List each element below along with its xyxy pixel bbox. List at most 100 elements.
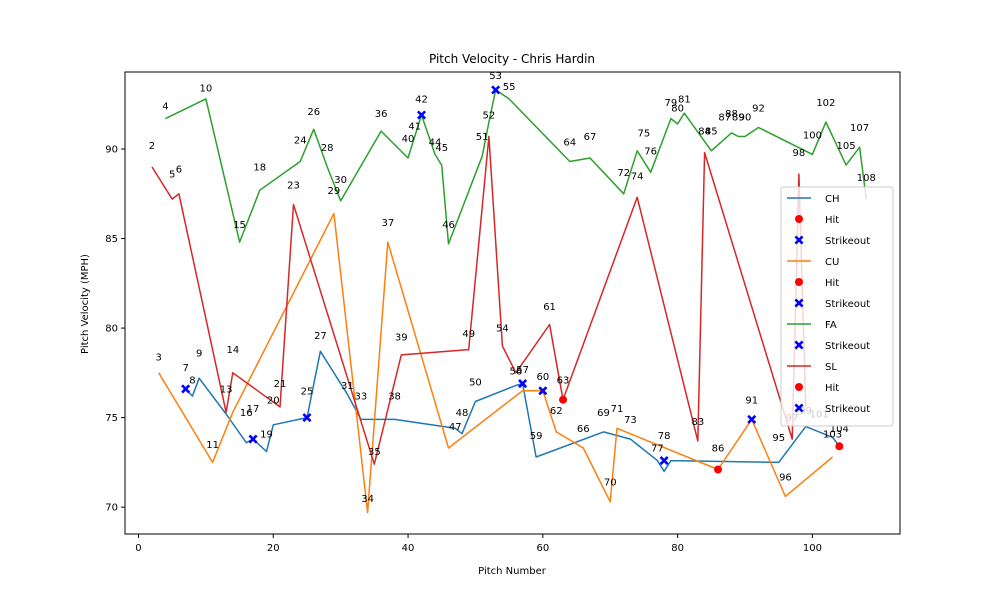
pitch-number-label: 11 bbox=[206, 440, 219, 451]
pitch-number-label: 13 bbox=[220, 385, 233, 396]
pitch-number-label: 88 bbox=[725, 109, 738, 120]
pitch-number-label: 10 bbox=[200, 84, 213, 95]
pitch-number-label: 19 bbox=[260, 429, 273, 440]
pitch-number-label: 54 bbox=[496, 324, 509, 335]
y-tick-label: 75 bbox=[105, 413, 118, 424]
pitch-number-label: 44 bbox=[429, 137, 442, 148]
legend-label: FA bbox=[825, 320, 837, 331]
pitch-number-label: 52 bbox=[483, 111, 496, 122]
pitch-number-label: 90 bbox=[739, 112, 752, 123]
legend: CH Hit Strikeout CU Hit Strikeout FA Strikeout S… bbox=[780, 186, 894, 427]
pitch-number-label: 96 bbox=[779, 472, 792, 483]
pitch-number-label: 62 bbox=[550, 406, 563, 417]
pitch-number-label: 5 bbox=[169, 170, 175, 181]
pitch-number-label: 36 bbox=[375, 109, 388, 120]
pitch-number-label: 37 bbox=[381, 218, 394, 229]
legend-label: Strikeout bbox=[825, 236, 870, 247]
strikeout-marker bbox=[417, 110, 427, 120]
pitch-number-label: 39 bbox=[395, 333, 408, 344]
pitch-number-label: 4 bbox=[162, 102, 168, 113]
legend-label: CU bbox=[825, 257, 839, 268]
pitch-number-label: 8 bbox=[189, 376, 195, 387]
pitch-number-label: 9 bbox=[196, 349, 202, 360]
pitch-number-label: 78 bbox=[658, 431, 671, 442]
pitch-number-label: 50 bbox=[469, 377, 482, 388]
pitch-number-label: 17 bbox=[247, 404, 260, 415]
pitch-number-label: 105 bbox=[837, 141, 856, 152]
pitch-number-label: 40 bbox=[402, 134, 415, 145]
pitch-number-label: 83 bbox=[691, 417, 704, 428]
pitch-number-label: 67 bbox=[584, 132, 597, 143]
pitch-number-label: 95 bbox=[772, 433, 785, 444]
strikeout-marker bbox=[659, 456, 669, 466]
pitch-number-label: 28 bbox=[321, 143, 334, 154]
pitch-number-label: 75 bbox=[638, 128, 651, 139]
pitch-number-label: 55 bbox=[503, 82, 516, 93]
pitch-number-label: 15 bbox=[233, 220, 246, 231]
strikeout-marker bbox=[181, 384, 191, 394]
x-tick-label: 40 bbox=[402, 543, 415, 554]
legend-label: Strikeout bbox=[825, 299, 870, 310]
pitch-number-label: 66 bbox=[577, 424, 590, 435]
x-tick-label: 60 bbox=[536, 543, 549, 554]
pitch-number-label: 108 bbox=[857, 173, 876, 184]
legend-label: Strikeout bbox=[825, 341, 870, 352]
legend-label: Hit bbox=[825, 383, 839, 394]
x-tick-label: 80 bbox=[671, 543, 684, 554]
pitch-number-label: 31 bbox=[341, 381, 354, 392]
legend-label: Strikeout bbox=[825, 404, 870, 415]
pitch-number-label: 73 bbox=[624, 415, 637, 426]
pitch-number-label: 72 bbox=[617, 168, 630, 179]
pitch-number-label: 3 bbox=[156, 352, 162, 363]
strikeout-marker bbox=[248, 434, 258, 444]
pitch-number-label: 63 bbox=[557, 376, 570, 387]
x-tick-label: 0 bbox=[135, 543, 141, 554]
pitch-number-label: 81 bbox=[678, 94, 691, 105]
pitch-number-label: 56 bbox=[510, 367, 523, 378]
pitch-number-label: 7 bbox=[182, 363, 188, 374]
pitch-number-label: 41 bbox=[408, 121, 421, 132]
hit-marker bbox=[559, 395, 568, 404]
pitch-number-label: 34 bbox=[361, 494, 374, 505]
pitch-number-label: 51 bbox=[476, 132, 489, 143]
y-tick-label: 70 bbox=[105, 503, 118, 514]
pitch-number-label: 2 bbox=[149, 141, 155, 152]
pitch-number-label: 27 bbox=[314, 331, 327, 342]
pitch-number-label: 25 bbox=[301, 386, 314, 397]
pitch-number-label: 104 bbox=[830, 424, 849, 435]
strikeout-marker bbox=[302, 413, 312, 423]
x-axis-label: Pitch Number bbox=[478, 566, 547, 577]
legend-label: CH bbox=[825, 194, 840, 205]
pitch-number-label: 26 bbox=[307, 107, 320, 118]
pitch-number-label: 53 bbox=[489, 71, 502, 82]
strikeout-marker bbox=[518, 379, 528, 389]
legend-strikeout-swatch bbox=[794, 235, 804, 245]
pitch-number-label: 70 bbox=[604, 478, 617, 489]
series-line-fa bbox=[165, 89, 868, 245]
pitch-number-label: 98 bbox=[793, 148, 806, 159]
pitch-number-label: 60 bbox=[536, 372, 549, 383]
pitch-number-label: 103 bbox=[823, 429, 842, 440]
strikeout-marker bbox=[538, 386, 548, 396]
pitch-number-label: 23 bbox=[287, 180, 300, 191]
legend-hit-swatch bbox=[795, 278, 803, 286]
pitch-number-label: 29 bbox=[328, 186, 341, 197]
pitch-number-label: 102 bbox=[816, 98, 835, 109]
pitch-number-label: 71 bbox=[611, 404, 624, 415]
pitch-number-label: 76 bbox=[644, 146, 657, 157]
pitch-number-label: 42 bbox=[415, 94, 428, 105]
pitch-number-label: 18 bbox=[253, 162, 266, 173]
strikeout-marker bbox=[747, 414, 757, 424]
pitch-number-label: 24 bbox=[294, 136, 307, 147]
pitch-number-label: 59 bbox=[530, 431, 543, 442]
pitch-number-label: 47 bbox=[449, 422, 462, 433]
pitch-number-label: 89 bbox=[732, 112, 745, 123]
pitch-number-label: 77 bbox=[651, 444, 664, 455]
pitch-number-label: 57 bbox=[516, 365, 529, 376]
pitch-number-label: 38 bbox=[388, 392, 401, 403]
axes-frame bbox=[124, 71, 901, 535]
pitch-number-label: 20 bbox=[267, 395, 280, 406]
pitch-number-label: 30 bbox=[334, 175, 347, 186]
pitch-number-label: 91 bbox=[745, 395, 758, 406]
